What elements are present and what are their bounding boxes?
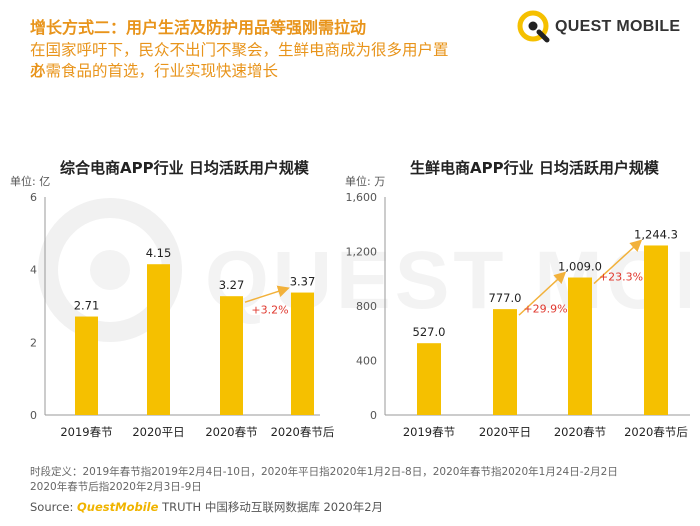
x-category-label: 2020平日 (479, 425, 531, 439)
chart-1-title: 综合电商APP行业 日均活跃用户规模 (60, 159, 309, 177)
page-subtitle-line-2: 必需食品的首选，行业实现快速增长 (30, 62, 279, 80)
bar-value-label: 1,244.3 (634, 227, 678, 241)
x-category-label: 2019春节 (60, 425, 112, 439)
y-tick-label: 1,600 (346, 191, 378, 204)
x-category-label: 2019春节 (403, 425, 455, 439)
x-category-label: 2020春节 (205, 425, 257, 439)
page-title: 增长方式二：用户生活及防护用品等强刚需拉动 (30, 18, 367, 37)
bar-value-label: 2.71 (74, 299, 100, 313)
bar (291, 292, 314, 415)
chart-1-unit: 单位: 亿 (10, 175, 51, 188)
bar (493, 309, 517, 415)
bar-value-label: 4.15 (146, 246, 172, 260)
y-tick-label: 1,200 (346, 246, 378, 259)
bar-value-label: 1,009.0 (558, 260, 602, 274)
x-category-label: 2020春节后 (624, 425, 688, 439)
chart-2-unit: 单位: 万 (345, 175, 386, 188)
y-tick-label: 400 (356, 355, 377, 368)
quest-mobile-logo: QUEST MOBILE (515, 8, 695, 44)
bar-value-label: 527.0 (413, 325, 446, 339)
bar (220, 296, 243, 415)
source-label: Source: (30, 500, 74, 514)
page-subtitle-line-1: 在国家呼吁下，民众不出门不聚会，生鲜电商成为很多用户置办 (30, 41, 449, 80)
chart-2-title: 生鲜电商APP行业 日均活跃用户规模 (410, 159, 659, 177)
x-category-label: 2020平日 (132, 425, 184, 439)
bar-value-label: 777.0 (489, 291, 522, 305)
bar-value-label: 3.37 (290, 275, 316, 289)
growth-rate-label: +3.2% (251, 303, 288, 316)
source-text: TRUTH 中国移动互联网数据库 2020年2月 (162, 500, 384, 514)
source-line: Source: QuestMobile TRUTH 中国移动互联网数据库 202… (30, 499, 383, 515)
bar (644, 245, 668, 415)
chart-1-plot: 0 2 4 6 2.71 2019春节 4.15 2020平日 3.27 2020春节 3.37 20… (30, 191, 335, 439)
bar (417, 343, 441, 415)
y-tick-label: 0 (30, 409, 37, 422)
growth-arrow (244, 285, 290, 303)
growth-rate-label: +29.9% (523, 302, 567, 315)
y-tick-label: 800 (356, 300, 377, 313)
growth-rate-label: +23.3% (599, 270, 643, 283)
x-category-label: 2020春节 (554, 425, 606, 439)
y-tick-label: 2 (30, 336, 37, 349)
x-category-label: 2020春节后 (271, 425, 335, 439)
source-brand: QuestMobile (77, 500, 159, 514)
growth-arrow (518, 271, 567, 316)
chart-2-plot: 0 400 800 1,200 1,600 527.0 2019春节 777.0 2020平日 1… (346, 191, 690, 439)
y-tick-label: 6 (30, 191, 37, 204)
bar-value-label: 3.27 (219, 278, 245, 292)
quest-mobile-q-icon (517, 10, 550, 43)
bar (147, 264, 170, 415)
y-tick-label: 0 (370, 409, 377, 422)
bar (568, 277, 592, 415)
logo-text: QUEST MOBILE (555, 18, 681, 35)
growth-arrow (593, 239, 643, 285)
bar (75, 316, 98, 415)
y-tick-label: 4 (30, 264, 37, 277)
footnote-period-definition: 时段定义：2019年春节指2019年2月4日-10日，2020年平日指2020年… (30, 466, 618, 478)
footnote-period-definition-cont: 2020年春节后指2020年2月3日-9日 (30, 481, 202, 493)
